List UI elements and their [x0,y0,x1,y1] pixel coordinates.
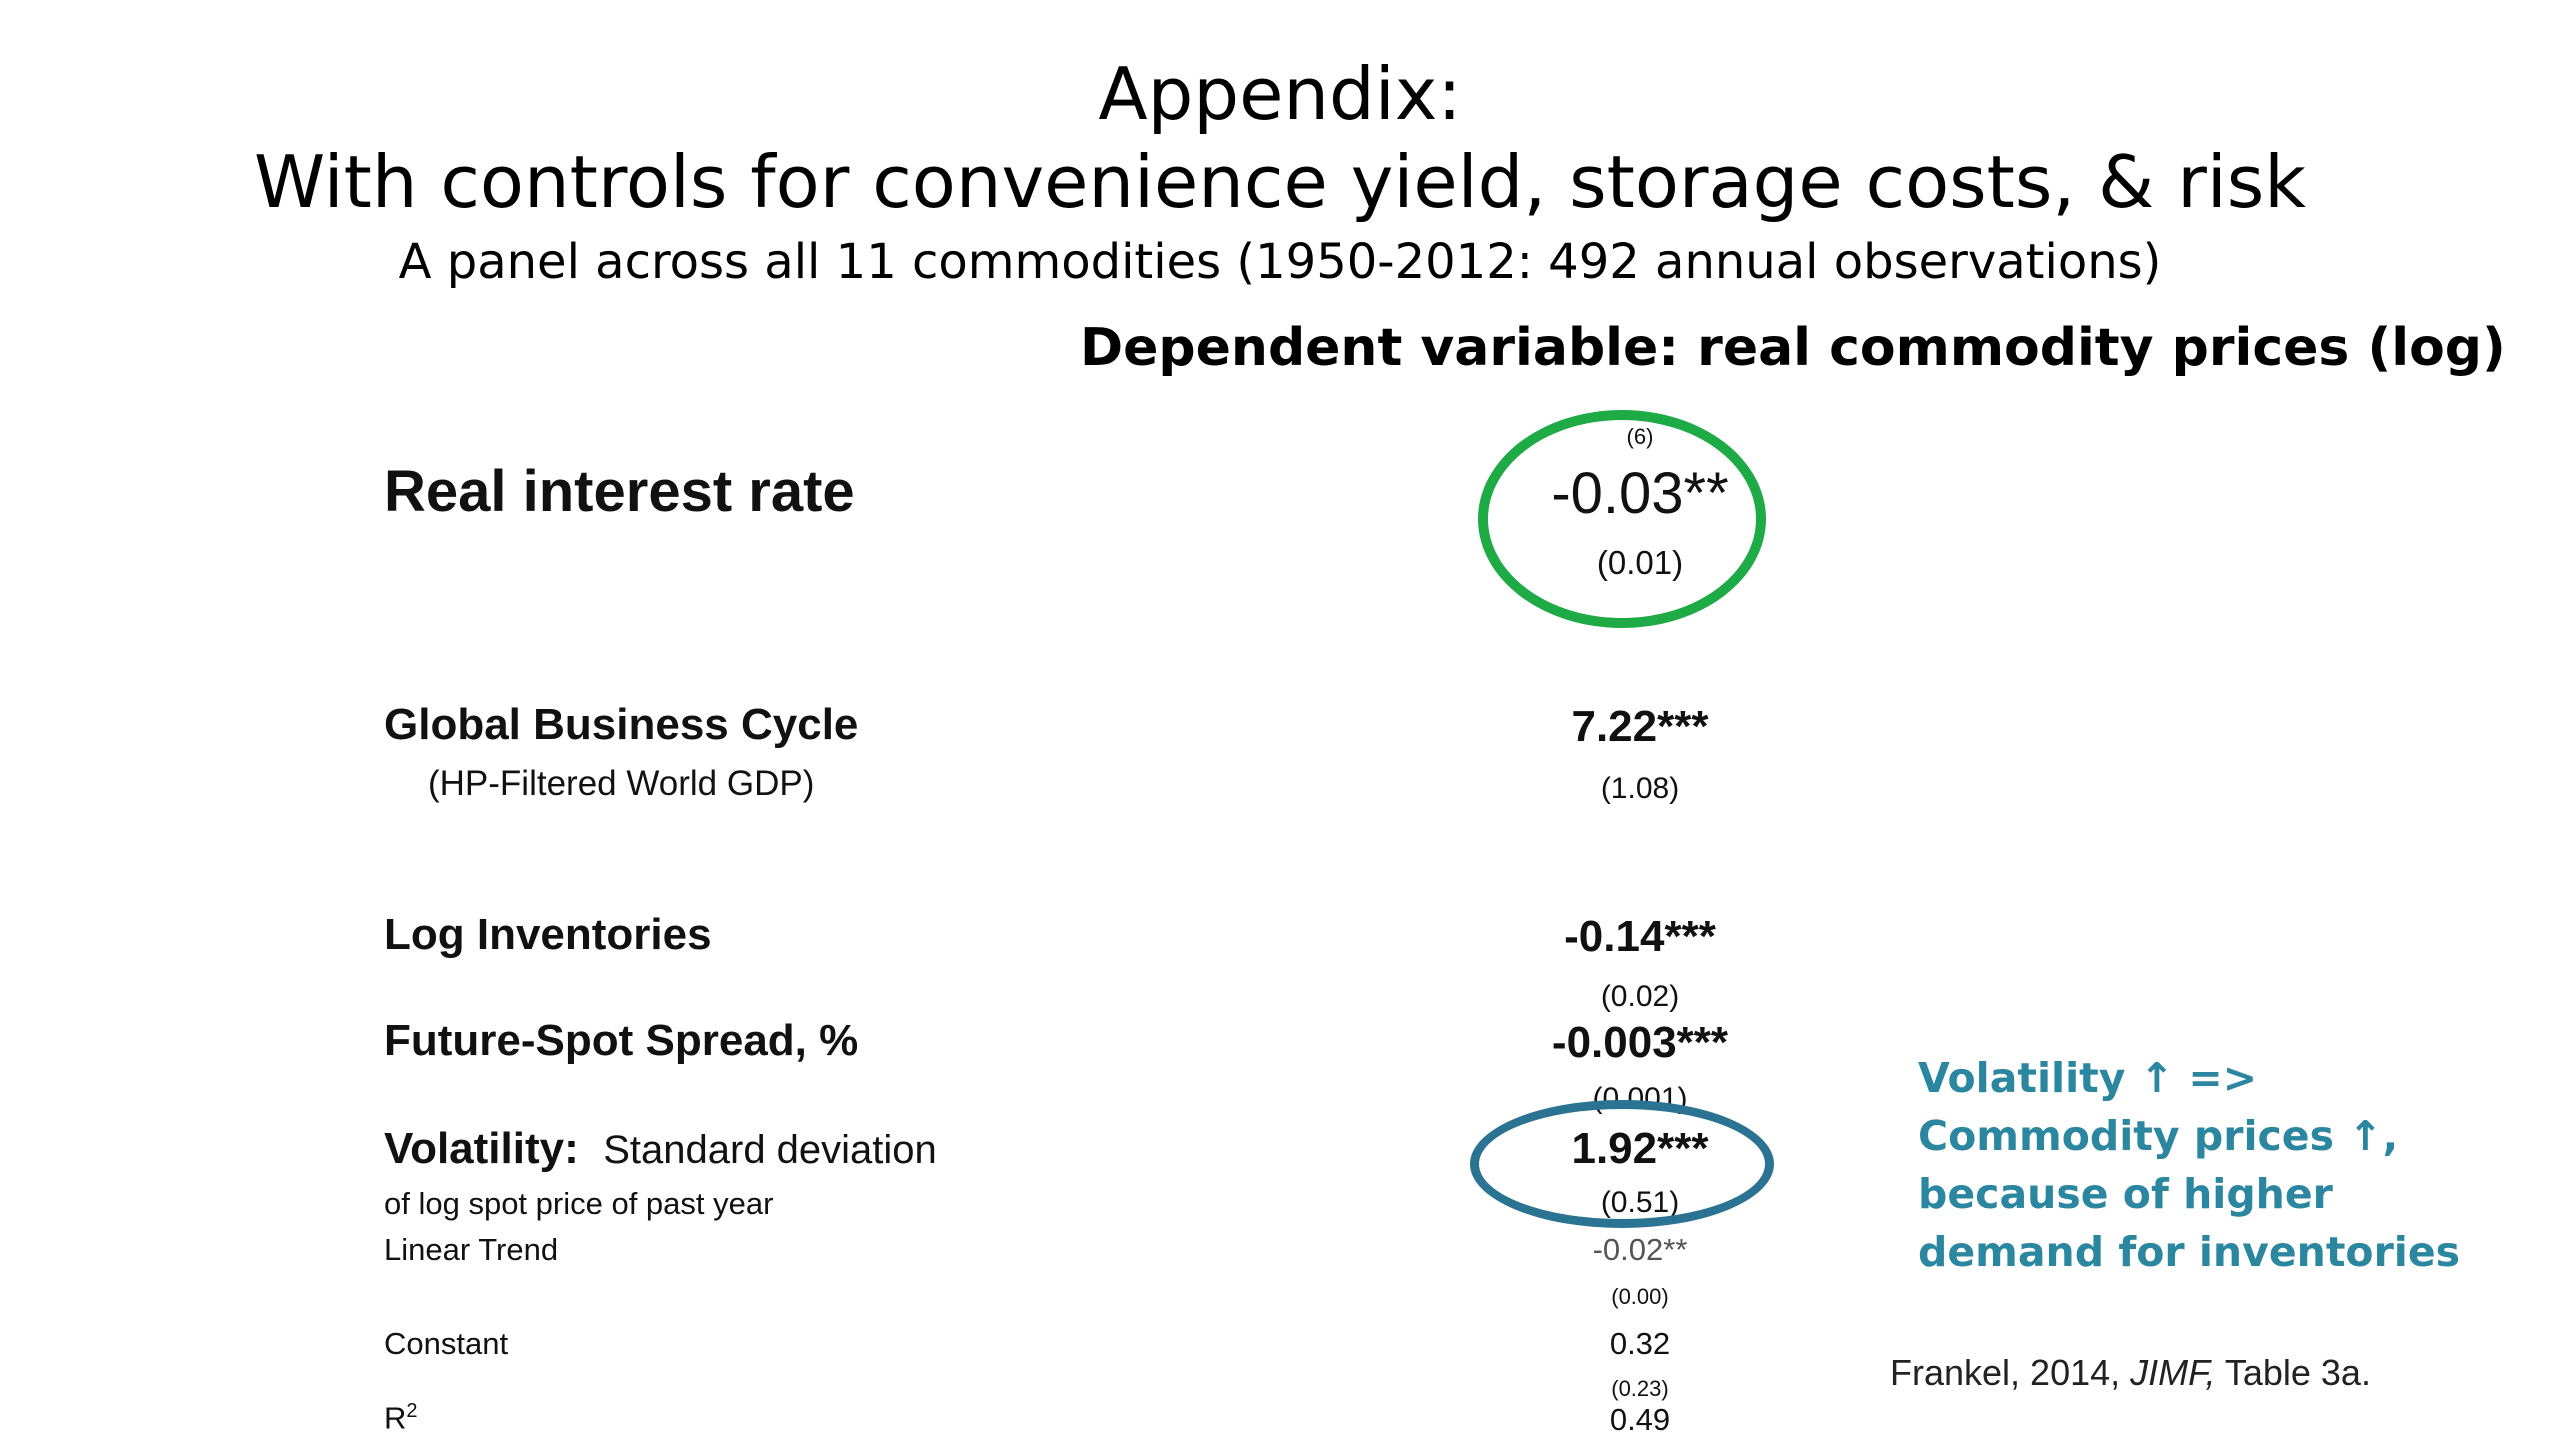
highlight-ellipse-volatility [1470,1100,1774,1228]
annotation-line-4: demand for inventories [1918,1228,2461,1276]
volatility-label-bold: Volatility: [384,1124,579,1173]
annotation-line-2: Commodity prices ↑, [1918,1112,2399,1160]
annotation-line-1: Volatility ↑ => [1918,1054,2258,1102]
highlight-ellipse-interest-rate [1478,410,1766,628]
coef-linear-trend: -0.02** [1592,1232,1688,1267]
citation-prefix: Frankel, 2014, [1890,1352,2131,1393]
row-label-volatility: Volatility: Standard deviation [384,1124,937,1174]
row-label-r-squared: R2 [384,1400,418,1436]
row-label-log-inventories: Log Inventories [384,910,712,959]
row-label-global-business-cycle: Global Business Cycle [384,700,859,749]
coef-log-inventories: -0.14*** [1564,912,1716,961]
se-log-inventories: (0.02) [1600,980,1680,1013]
slide-subtitle: A panel across all 11 commodities (1950-… [398,234,2162,290]
slide-title-line1: Appendix: [1098,52,1462,136]
se-linear-trend: (0.00) [1611,1284,1669,1309]
se-global-business-cycle: (1.08) [1600,772,1680,805]
row-label-linear-trend: Linear Trend [384,1232,559,1267]
coef-constant: 0.32 [1609,1326,1671,1361]
dependent-variable-header: Dependent variable: real commodity price… [1080,318,2506,378]
citation: Frankel, 2014, JIMF, Table 3a. [1890,1352,2371,1394]
annotation-line-3: because of higher [1918,1170,2333,1218]
row-label-real-interest-rate: Real interest rate [384,459,855,524]
row-sublabel-global-business-cycle: (HP-Filtered World GDP) [428,764,815,803]
coef-future-spot-spread: -0.003*** [1551,1018,1729,1067]
citation-suffix: Table 3a. [2215,1352,2371,1393]
r-squared-superscript: 2 [406,1400,418,1422]
r-squared-letter: R [384,1400,407,1436]
se-constant: (0.23) [1611,1376,1669,1401]
volatility-label-rest: Standard deviation [603,1128,937,1172]
citation-journal: JIMF, [2130,1352,2216,1393]
coef-global-business-cycle: 7.22*** [1571,702,1709,751]
row-label-constant: Constant [384,1326,509,1361]
row-sublabel-volatility: of log spot price of past year [384,1186,774,1221]
slide-title-line2: With controls for convenience yield, sto… [253,140,2307,224]
row-label-future-spot-spread: Future-Spot Spread, % [384,1016,859,1065]
coef-r-squared: 0.49 [1609,1402,1671,1437]
